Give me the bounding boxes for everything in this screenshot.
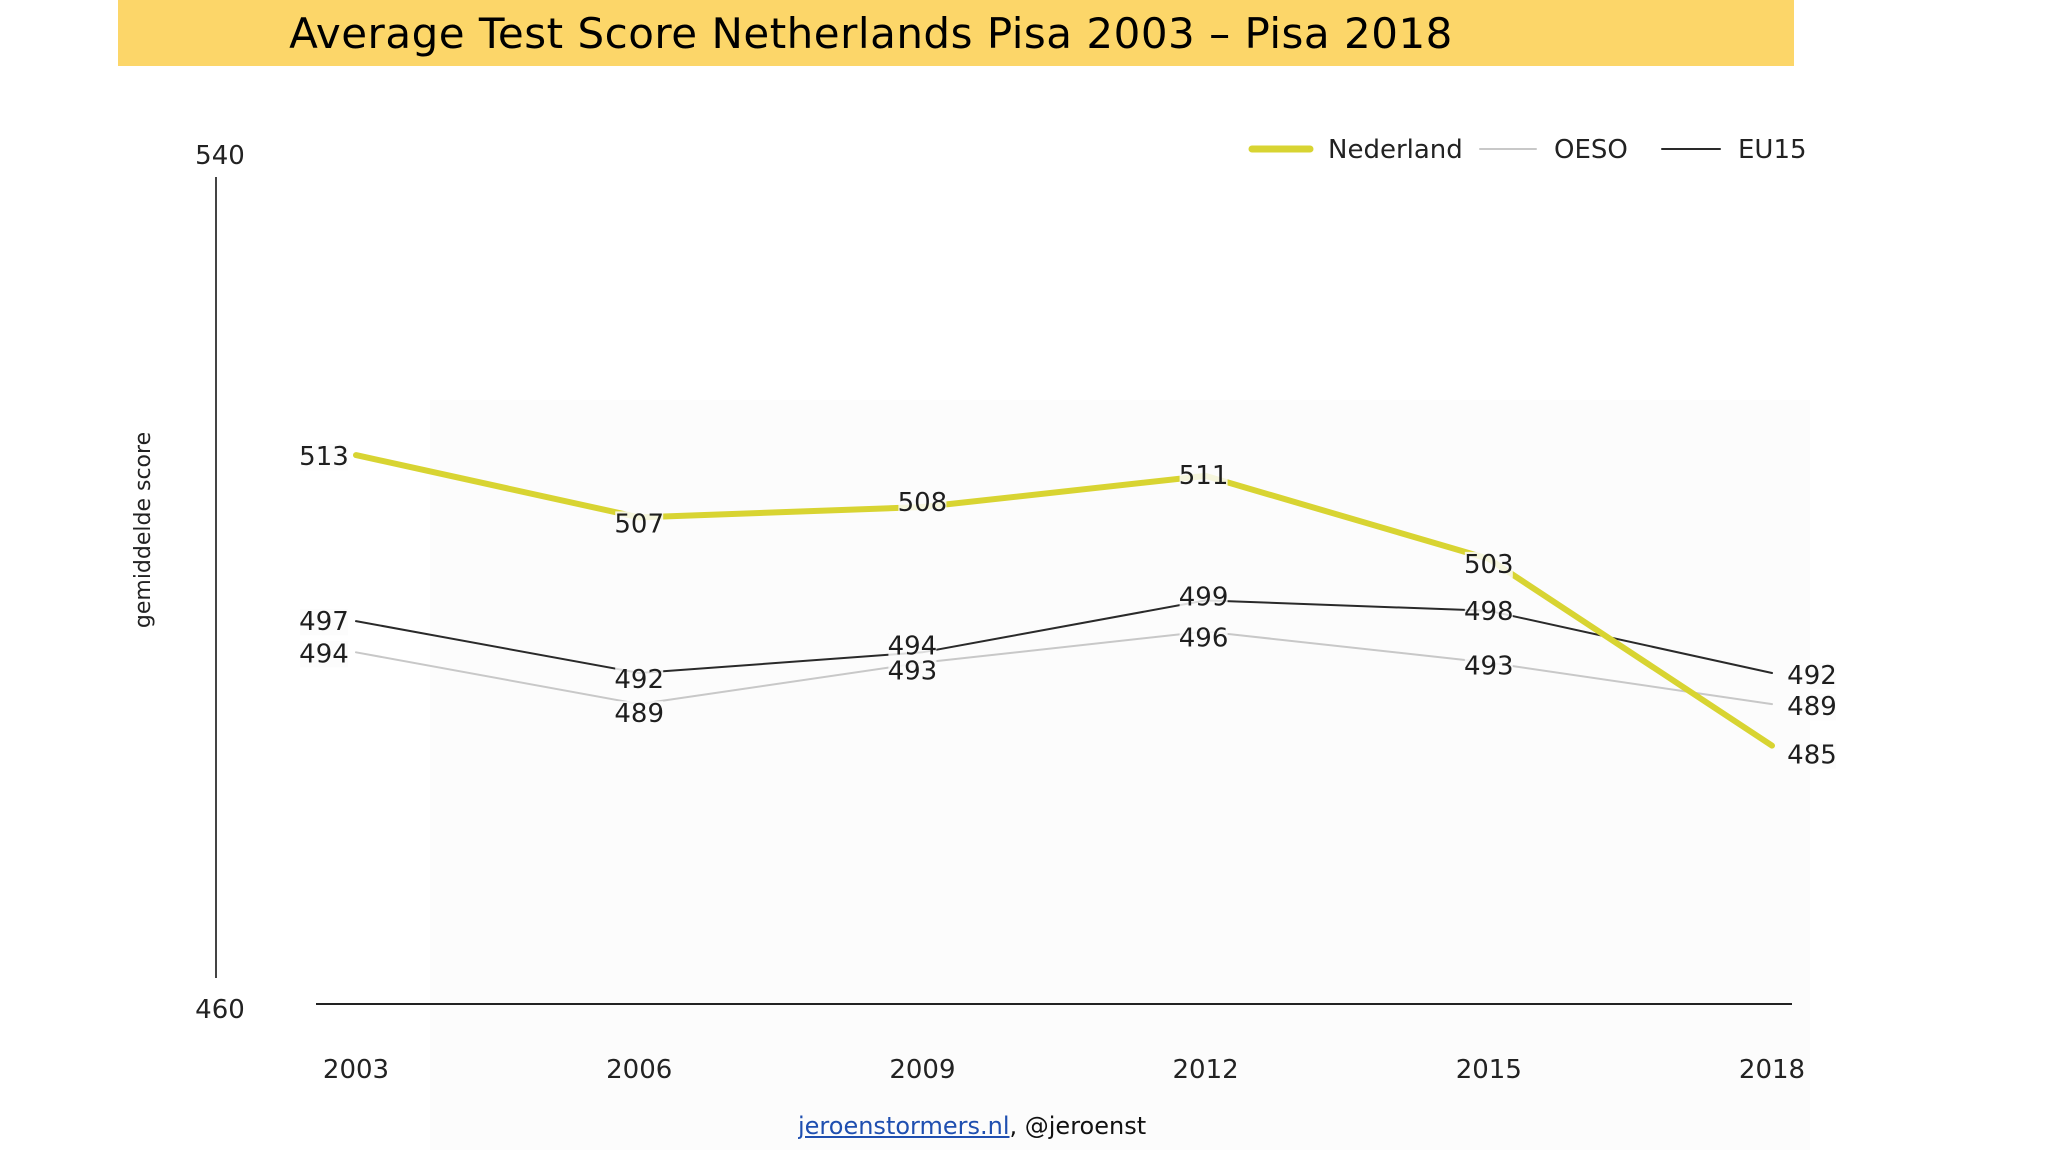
y-tick-label-min: 460 (195, 995, 245, 1025)
data-label-bg (1464, 551, 1513, 578)
data-label-eu15: 498 (1464, 597, 1514, 627)
data-label-oeso: 493 (888, 657, 938, 687)
legend-label-eu15: EU15 (1738, 135, 1807, 165)
data-label-bg (1179, 462, 1228, 489)
x-tick-label: 2003 (323, 1055, 389, 1085)
data-label-nederland: 511 (1179, 461, 1229, 491)
data-label-bg (1179, 584, 1228, 611)
y-tick-label-max: 540 (195, 141, 245, 171)
x-tick-label: 2015 (1456, 1055, 1522, 1085)
data-label-bg (898, 490, 947, 516)
source-footer: jeroenstormers.nl, @jeroenst (798, 1112, 1146, 1142)
data-label-bg (1788, 663, 1836, 689)
data-label-bg (1788, 742, 1836, 769)
source-link[interactable]: jeroenstormers.nl (798, 1112, 1010, 1140)
data-label-bg (1464, 598, 1513, 625)
x-tick-label: 2018 (1739, 1055, 1805, 1085)
series-line-oeso (355, 630, 1773, 706)
data-label-bg (300, 444, 348, 471)
data-label-bg (1179, 625, 1228, 652)
source-handle: , @jeroenst (1009, 1112, 1147, 1140)
data-label-eu15: 494 (888, 631, 938, 661)
data-label-bg (1788, 694, 1836, 721)
data-label-eu15: 492 (1787, 661, 1837, 691)
series-line-nederland (353, 452, 1775, 749)
data-label-bg (615, 701, 664, 728)
data-label-eu15: 497 (299, 607, 349, 637)
y-axis-title: gemiddelde score (131, 432, 156, 628)
series-line-eu15 (355, 599, 1773, 674)
legend-label-nederland: Nederland (1328, 135, 1463, 165)
data-label-bg (300, 641, 348, 668)
data-label-oeso: 493 (1464, 652, 1514, 682)
data-label-oeso: 489 (1787, 692, 1837, 722)
data-label-bg (888, 633, 937, 660)
x-tick-label: 2006 (606, 1055, 672, 1085)
legend-label-oeso: OESO (1554, 135, 1628, 165)
data-label-nederland: 508 (898, 488, 948, 518)
data-label-bg (300, 609, 348, 636)
x-tick-label: 2009 (889, 1055, 955, 1085)
title-banner: Average Test Score Netherlands Pisa 2003… (118, 0, 1794, 66)
data-label-oeso: 489 (614, 699, 664, 729)
data-label-nederland: 503 (1464, 550, 1514, 580)
x-tick-label: 2012 (1173, 1055, 1239, 1085)
data-label-oeso: 496 (1179, 624, 1229, 654)
data-label-bg (615, 667, 664, 693)
data-label-bg (1464, 653, 1513, 680)
data-label-bg (615, 511, 664, 538)
data-label-eu15: 492 (614, 665, 664, 695)
data-label-nederland: 507 (614, 509, 664, 539)
data-label-eu15: 499 (1179, 582, 1229, 612)
data-label-nederland: 513 (299, 442, 349, 472)
data-label-oeso: 494 (299, 639, 349, 669)
chart-title: Average Test Score Netherlands Pisa 2003… (289, 8, 1453, 58)
data-label-nederland: 485 (1787, 741, 1837, 771)
data-label-bg (888, 658, 937, 685)
